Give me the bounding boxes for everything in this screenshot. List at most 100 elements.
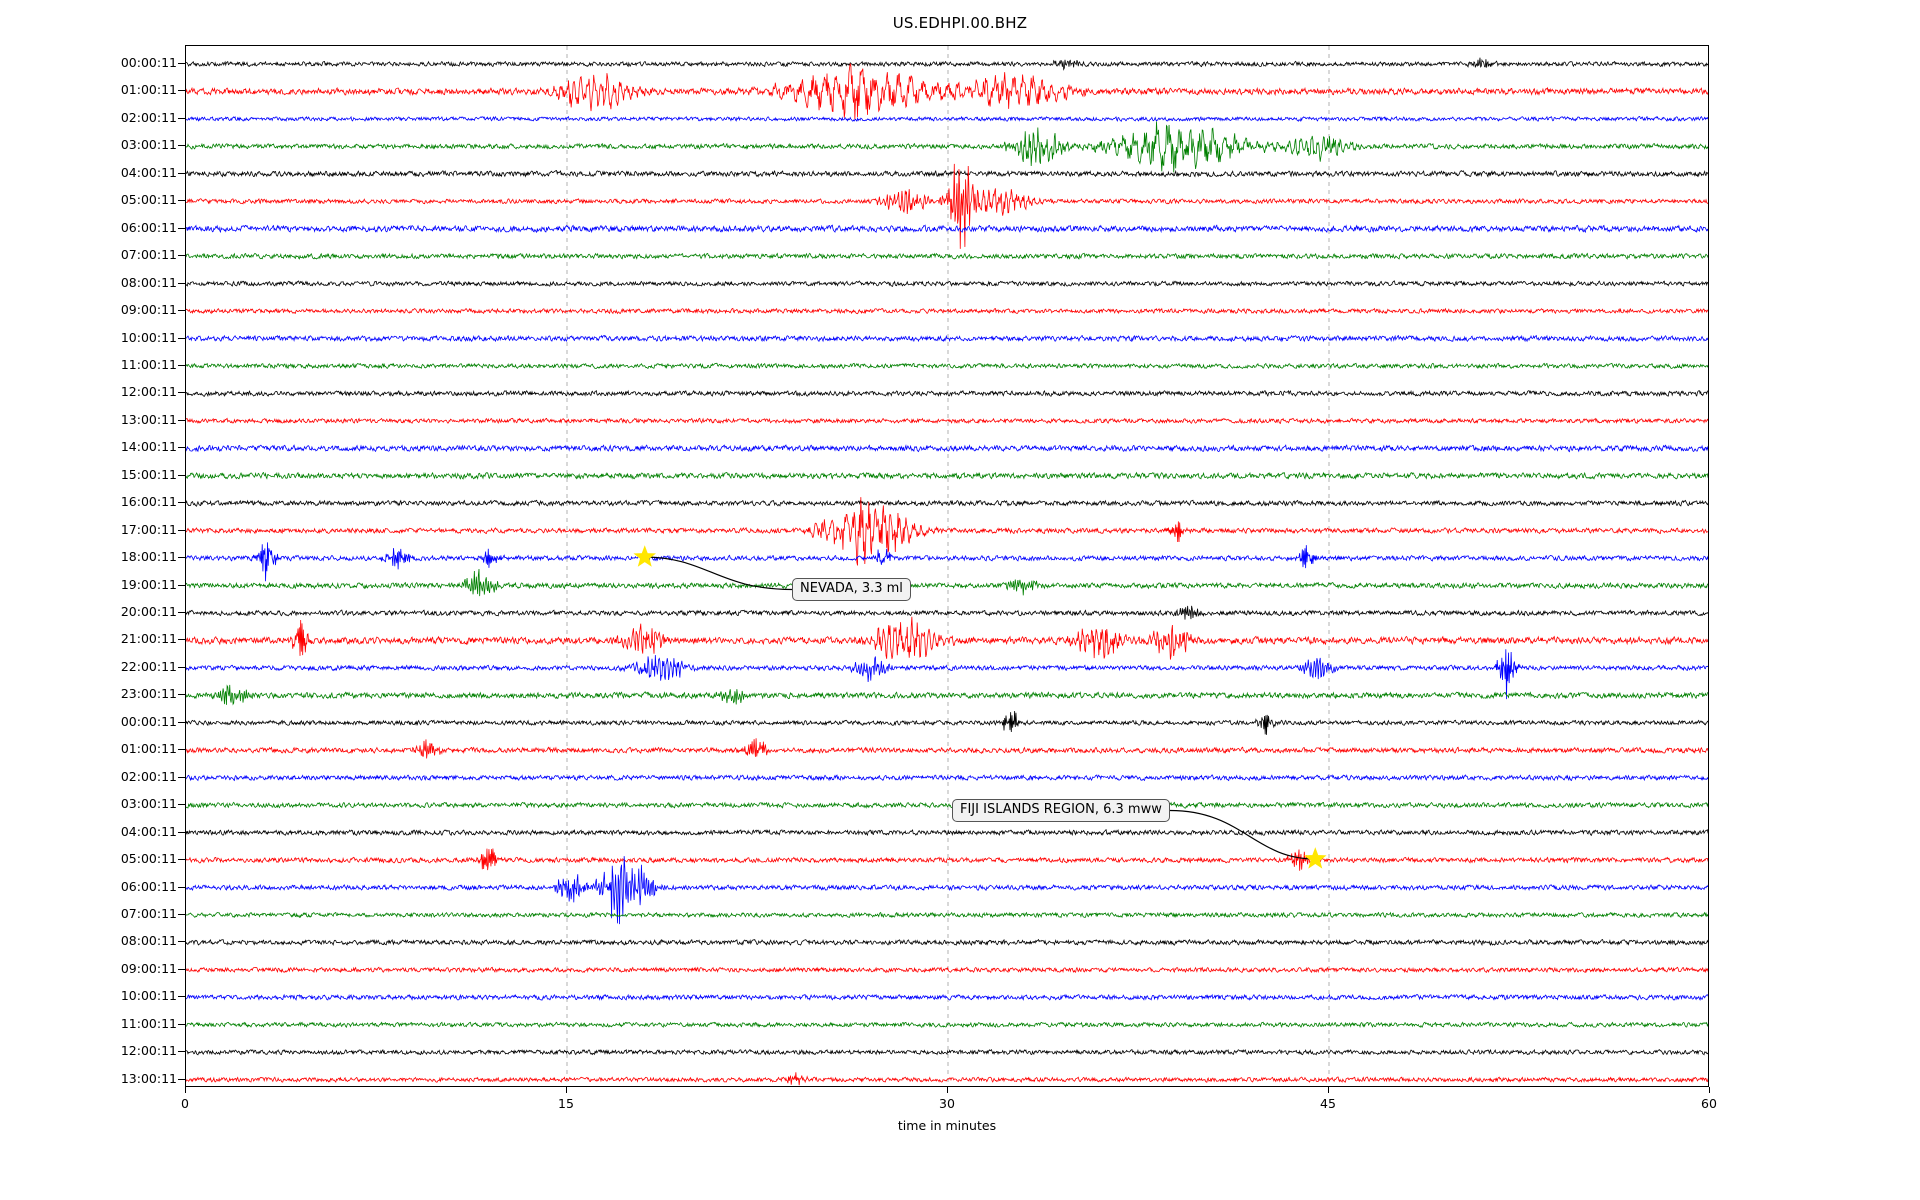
trace-line: [186, 63, 1708, 120]
y-axis-tick-mark: [178, 474, 185, 476]
y-axis-tick-mark: [178, 172, 185, 174]
y-axis-tick-mark: [178, 419, 185, 421]
y-axis-tick-label: 15:00:11: [120, 466, 177, 482]
y-axis-tick-mark: [178, 392, 185, 394]
trace-line: [186, 280, 1708, 287]
trace-line: [186, 710, 1708, 735]
x-axis-tick-label: 30: [939, 1096, 955, 1111]
y-axis-tick-label: 03:00:11: [120, 137, 177, 153]
y-axis-tick-mark: [178, 63, 185, 64]
y-axis-tick-label: 09:00:11: [120, 960, 177, 976]
y-axis-tick-mark: [178, 1078, 185, 1080]
trace-line: [186, 1021, 1708, 1029]
x-axis-tick-mark: [185, 1087, 186, 1093]
x-axis-tick-mark: [947, 1087, 948, 1093]
y-axis-tick-label: 07:00:11: [120, 246, 177, 262]
y-axis-tick-mark: [178, 447, 185, 449]
y-axis-tick-mark: [178, 145, 185, 147]
y-axis-tick-mark: [178, 200, 185, 202]
y-axis-tick-mark: [178, 941, 185, 943]
y-axis-tick-mark: [178, 529, 185, 531]
y-axis-tick-mark: [178, 227, 185, 229]
y-axis-tick-label: 07:00:11: [120, 905, 177, 921]
y-axis-tick-label: 06:00:11: [120, 878, 177, 894]
y-axis-tick-label: 10:00:11: [120, 329, 177, 345]
trace-line: [186, 1048, 1708, 1056]
x-axis-label: time in minutes: [897, 1118, 997, 1133]
trace-line: [186, 57, 1708, 71]
y-axis-tick-label: 08:00:11: [120, 933, 177, 949]
y-axis-tick-mark: [178, 666, 185, 668]
trace-line: [186, 115, 1708, 122]
trace-line: [186, 848, 1708, 871]
seismogram-traces: [186, 46, 1708, 1086]
page-title: US.EDHPI.00.BHZ: [892, 14, 1028, 32]
y-axis-tick-mark: [178, 117, 185, 119]
y-axis-tick-label: 11:00:11: [120, 356, 177, 372]
y-axis-tick-mark: [178, 694, 185, 696]
y-axis-tick-label: 22:00:11: [120, 658, 177, 674]
x-axis-tick-mark: [1709, 1087, 1710, 1093]
y-axis-tick-mark: [178, 721, 185, 723]
y-axis-tick-label: 00:00:11: [120, 713, 177, 729]
y-axis-tick-mark: [178, 776, 185, 778]
y-axis-tick-mark: [178, 996, 185, 998]
y-axis-tick-mark: [178, 255, 185, 257]
y-axis-tick-mark: [178, 310, 185, 312]
y-axis-tick-label: 21:00:11: [120, 631, 177, 647]
y-axis-tick-mark: [178, 639, 185, 641]
y-axis-tick-label: 00:00:11: [120, 54, 177, 70]
trace-line: [186, 966, 1708, 974]
trace-line: [186, 911, 1708, 919]
x-axis-tick-mark: [566, 1087, 567, 1093]
y-axis-tick-label: 03:00:11: [120, 795, 177, 811]
trace-line: [186, 738, 1708, 759]
y-axis-tick-label: 05:00:11: [120, 192, 177, 207]
y-axis-tick-mark: [178, 282, 185, 284]
y-axis-tick-label: 06:00:11: [120, 219, 177, 235]
x-axis-tick-labels: 0 15 30 45 60: [181, 1087, 1717, 1117]
y-axis-tick-label: 12:00:11: [120, 384, 177, 400]
y-axis-tick-mark: [178, 859, 185, 861]
y-axis-tick-label: 02:00:11: [120, 109, 177, 125]
trace-line: [186, 569, 1708, 597]
trace-line: [186, 444, 1708, 453]
y-axis-tick-labels: 00:00:11 01:00:11 02:00:11 03:00:11 04:00:11…: [0, 45, 177, 1087]
y-axis-tick-label: 10:00:11: [120, 988, 177, 1004]
y-axis-tick-mark: [178, 1023, 185, 1025]
trace-line: [186, 307, 1708, 315]
y-axis-tick-label: 20:00:11: [120, 603, 177, 619]
trace-line: [186, 1072, 1708, 1086]
y-axis-tick-label: 05:00:11: [120, 850, 177, 866]
trace-line: [186, 417, 1708, 425]
trace-line: [186, 163, 1708, 249]
x-axis-tick-label: 0: [181, 1096, 189, 1111]
trace-line: [186, 389, 1708, 397]
y-axis-tick-mark: [178, 612, 185, 613]
trace-line: [186, 497, 1708, 566]
trace-line: [186, 169, 1708, 178]
trace-line: [186, 542, 1708, 582]
y-axis-tick-label: 04:00:11: [120, 164, 177, 180]
y-axis-tick-label: 11:00:11: [120, 1015, 177, 1031]
trace-line: [186, 801, 1708, 809]
y-axis-tick-label: 19:00:11: [120, 576, 177, 592]
y-axis-tick-label: 16:00:11: [120, 493, 177, 509]
y-axis-tick-label: 02:00:11: [120, 768, 177, 784]
y-axis-tick-mark: [178, 90, 185, 92]
trace-line: [186, 774, 1708, 782]
trace-line: [186, 334, 1708, 343]
trace-line: [186, 684, 1708, 706]
x-axis-tick-mark: [1328, 1087, 1329, 1093]
y-axis-tick-label: 12:00:11: [120, 1042, 177, 1058]
x-axis-tick-label: 60: [1701, 1096, 1717, 1111]
trace-line: [186, 605, 1708, 620]
trace-line: [186, 224, 1708, 234]
y-axis-tick-label: 13:00:11: [120, 411, 177, 427]
y-axis-tick-label: 23:00:11: [120, 686, 177, 702]
y-axis-tick-mark: [178, 1051, 185, 1053]
y-axis-tick-mark: [178, 831, 185, 833]
y-axis-tick-label: 14:00:11: [120, 439, 177, 455]
trace-line: [186, 649, 1708, 700]
